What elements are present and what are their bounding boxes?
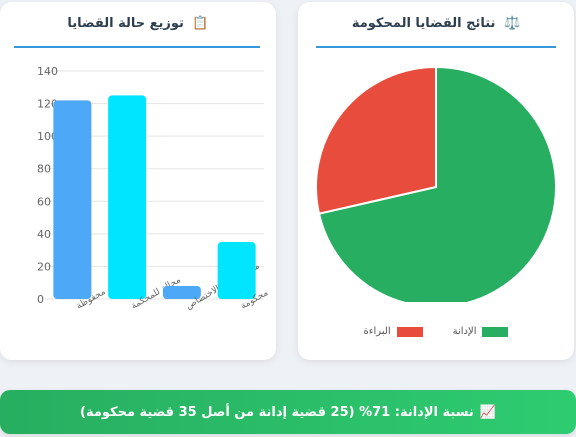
bar-title-text: توزيع حالة القضايا — [67, 16, 184, 31]
pie-slice-conviction[interactable] — [317, 65, 557, 302]
bar-chart-card: 📋 توزيع حالة القضايا 0 20 40 60 80 100 120 140 م… — [0, 2, 276, 360]
pie-card-title: ⚖️ نتائج القضايا المحكومة — [298, 16, 574, 31]
bar-3[interactable] — [217, 242, 256, 299]
y-tick-label: 0 — [37, 293, 44, 306]
y-tick-label: 120 — [37, 98, 58, 111]
pie-slice-acquittal[interactable] — [315, 65, 437, 215]
chart-increasing-icon: 📈 — [479, 404, 496, 420]
y-tick-label: 20 — [37, 260, 51, 273]
pie-legend: الإدانة البراءة — [298, 326, 574, 337]
legend-item-conviction[interactable]: الإدانة — [453, 326, 509, 337]
legend-swatch-acquittal — [396, 326, 423, 337]
conviction-rate-text: نسبة الإدانة: 71% (25 قضية إدانة من أصل … — [80, 404, 474, 420]
bar-card-title: 📋 توزيع حالة القضايا — [0, 16, 276, 31]
bar-title-underline — [14, 46, 260, 48]
y-tick-label: 40 — [37, 228, 51, 241]
legend-label-conviction: الإدانة — [452, 326, 477, 337]
clipboard-icon: 📋 — [192, 16, 209, 31]
y-tick-label: 140 — [37, 65, 58, 78]
y-tick-label: 100 — [37, 130, 58, 143]
legend-swatch-conviction — [482, 326, 509, 337]
pie-title-text: نتائج القضايا المحكومة — [351, 16, 496, 31]
legend-item-acquittal[interactable]: البراءة — [364, 326, 423, 337]
y-tick-label: 80 — [37, 163, 51, 176]
bar-1[interactable] — [108, 95, 147, 299]
bar-0[interactable] — [53, 100, 92, 299]
conviction-rate-banner: 📈 نسبة الإدانة: 71% (25 قضية إدانة من أص… — [0, 390, 576, 434]
legend-label-acquittal: البراءة — [363, 326, 391, 337]
bar-2[interactable] — [162, 285, 201, 299]
scales-icon: ⚖️ — [503, 16, 521, 31]
pie-chart — [315, 65, 557, 302]
pie-chart-card: ⚖️ نتائج القضايا المحكومة الإدانة البراء… — [298, 2, 574, 360]
y-tick-label: 60 — [37, 195, 51, 208]
pie-title-underline — [316, 46, 556, 48]
